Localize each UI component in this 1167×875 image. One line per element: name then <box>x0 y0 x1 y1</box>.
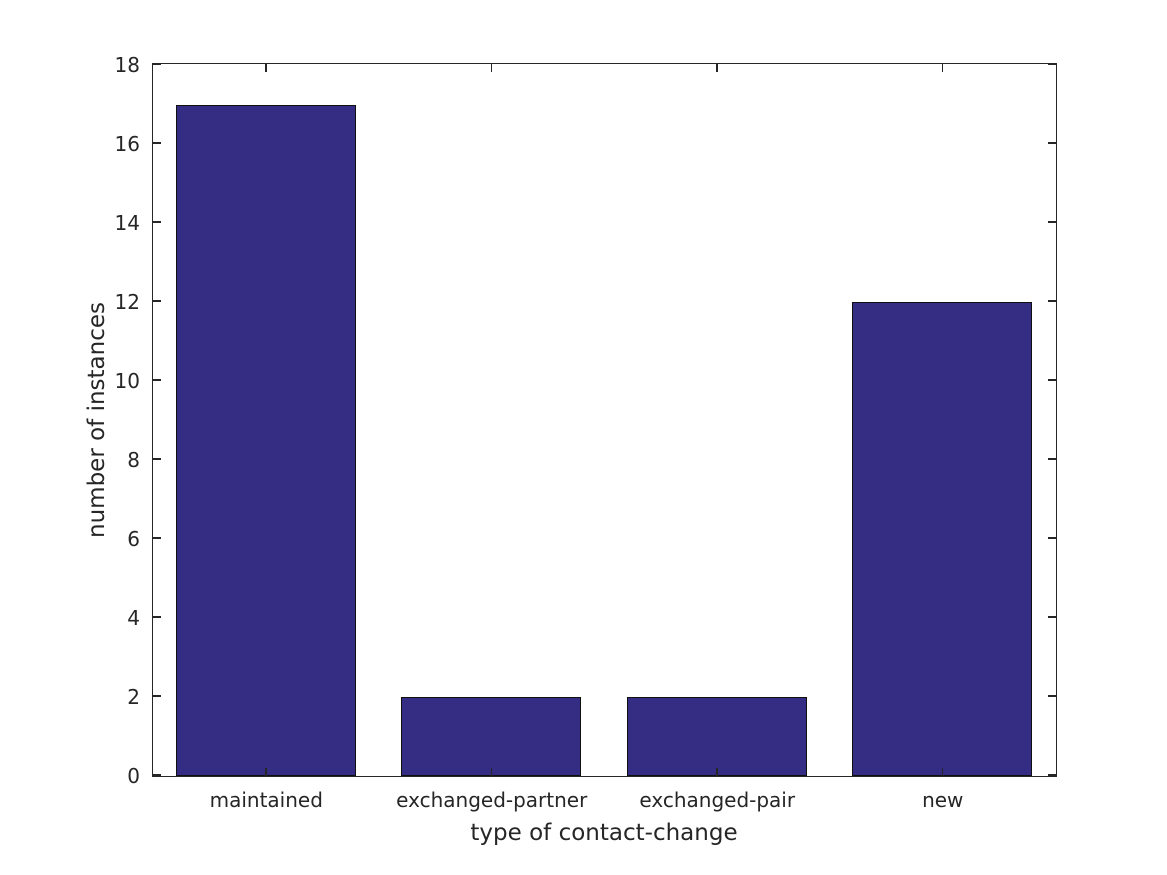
x-tick-top <box>265 64 267 72</box>
y-tick-label-12: 12 <box>114 289 140 314</box>
y-tick-left <box>153 537 161 539</box>
y-tick-left <box>153 774 161 776</box>
y-tick-left <box>153 300 161 302</box>
x-tick-top <box>941 64 943 72</box>
y-tick-label-18: 18 <box>114 52 140 77</box>
y-tick-right <box>1048 616 1056 618</box>
y-tick-label-6: 6 <box>127 526 140 551</box>
x-axis-label: type of contact-change <box>470 820 738 846</box>
x-tick-label-exchanged-partner: exchanged-partner <box>396 788 588 812</box>
y-tick-right <box>1048 300 1056 302</box>
y-tick-label-16: 16 <box>114 131 140 156</box>
y-tick-left <box>153 695 161 697</box>
y-tick-right <box>1048 379 1056 381</box>
x-tick-label-maintained: maintained <box>209 788 323 812</box>
y-tick-label-4: 4 <box>127 605 140 630</box>
y-tick-right <box>1048 695 1056 697</box>
x-tick-bottom <box>490 768 492 776</box>
x-tick-label-new: new <box>922 788 964 812</box>
bar-new <box>852 302 1033 776</box>
x-tick-bottom <box>716 768 718 776</box>
y-tick-right <box>1048 142 1056 144</box>
bar-exchanged-partner <box>401 697 582 776</box>
y-tick-right <box>1048 458 1056 460</box>
bar-maintained <box>175 104 356 776</box>
y-tick-label-14: 14 <box>114 210 140 235</box>
plot-area <box>152 63 1057 777</box>
y-tick-right <box>1048 774 1056 776</box>
y-tick-left <box>153 379 161 381</box>
y-tick-label-0: 0 <box>127 763 140 788</box>
y-axis-label: number of instances <box>84 302 110 538</box>
y-tick-left <box>153 458 161 460</box>
y-tick-left <box>153 221 161 223</box>
y-tick-left <box>153 142 161 144</box>
x-tick-bottom <box>941 768 943 776</box>
bar-exchanged-pair <box>626 697 807 776</box>
y-tick-label-8: 8 <box>127 447 140 472</box>
y-tick-right <box>1048 63 1056 65</box>
y-tick-label-10: 10 <box>114 368 140 393</box>
y-tick-left <box>153 63 161 65</box>
y-tick-right <box>1048 537 1056 539</box>
y-tick-right <box>1048 221 1056 223</box>
x-tick-top <box>490 64 492 72</box>
y-tick-left <box>153 616 161 618</box>
y-tick-label-2: 2 <box>127 684 140 709</box>
x-tick-label-exchanged-pair: exchanged-pair <box>639 788 796 812</box>
x-tick-bottom <box>265 768 267 776</box>
x-tick-top <box>716 64 718 72</box>
